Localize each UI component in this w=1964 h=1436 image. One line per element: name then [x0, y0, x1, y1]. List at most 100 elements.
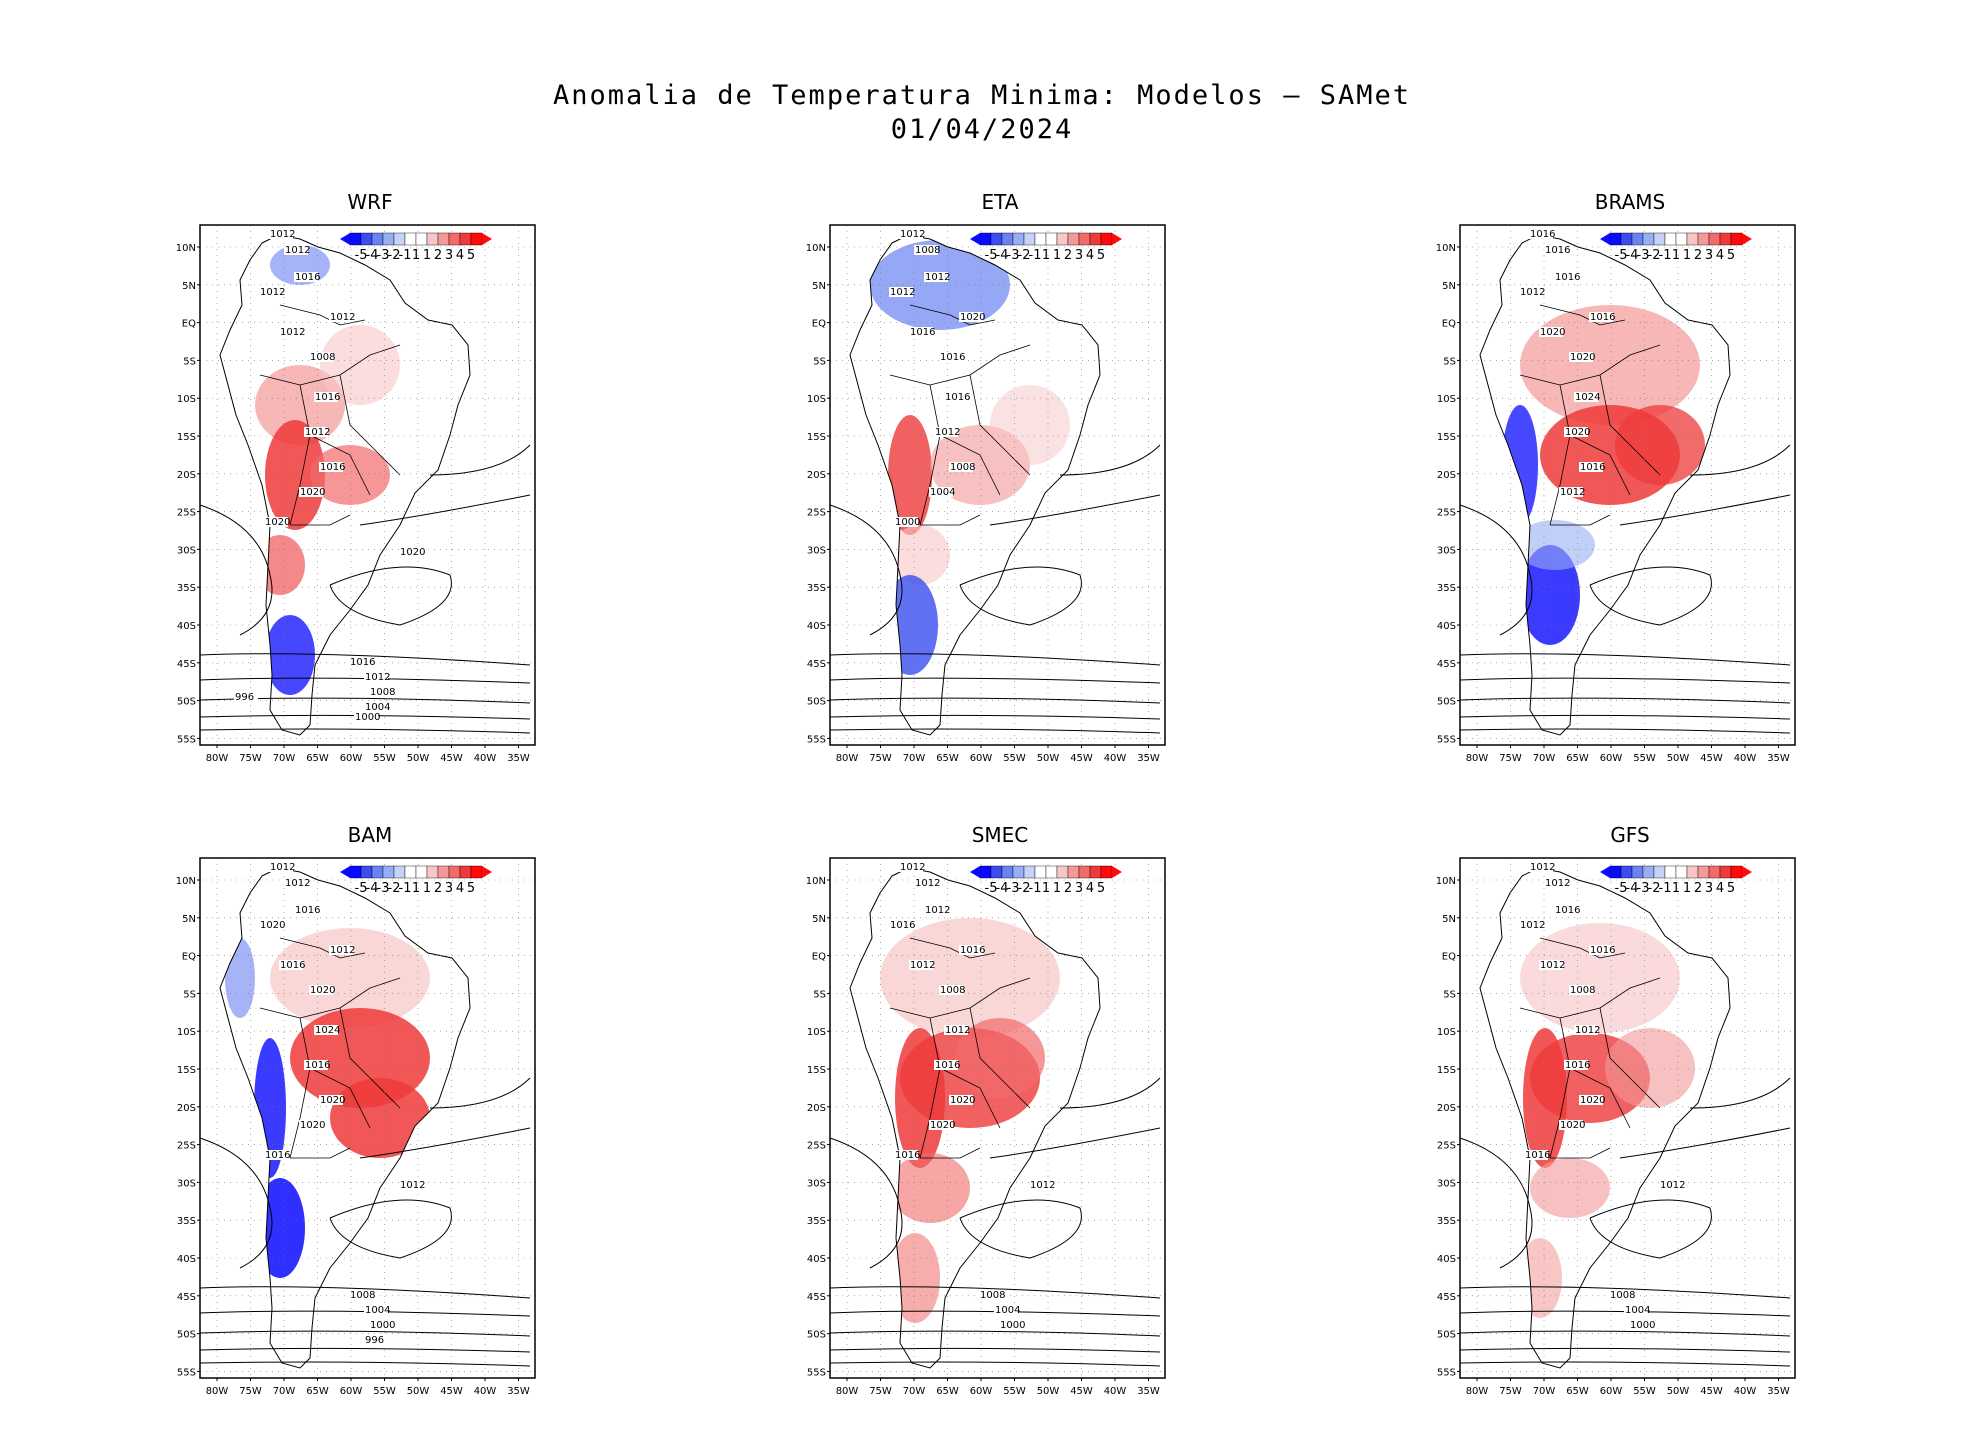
- isobar-line: [829, 1361, 1161, 1367]
- isobar-label: 1016: [1530, 229, 1555, 240]
- lat-tick-label: 25S: [177, 1141, 196, 1152]
- anomaly-patch: [255, 365, 345, 445]
- colorbar-tick-label: 1: [1042, 248, 1050, 263]
- colorbar-swatch: [1719, 865, 1732, 879]
- lat-tick-label: 45S: [1437, 659, 1456, 670]
- lat-tick-label: 35S: [807, 1216, 826, 1227]
- lat-tick-label: 30S: [807, 545, 826, 556]
- isobar-label: 1012: [400, 1180, 425, 1191]
- isobar-line: [829, 653, 1161, 666]
- colorbar-swatch: [437, 865, 450, 879]
- isobar-line: [829, 1286, 1161, 1299]
- country-border: [339, 374, 401, 476]
- model-panel-eta: ETA 1012 1008 1012 1012 1016 1020 1016 1016 1012 1…: [780, 190, 1180, 764]
- isobar-label: 1000: [355, 712, 380, 723]
- map-frame: [199, 857, 536, 1379]
- isobar-label: 1016: [305, 1060, 330, 1071]
- colorbar-tick-label: 2: [1694, 881, 1702, 896]
- colorbar-tick-label: -5: [1615, 881, 1628, 896]
- lat-tick-label: 20S: [177, 1103, 196, 1114]
- model-panel-smec: SMEC 1012 1012 1012 1016 1012 1016 1008 1012 1016…: [780, 823, 1180, 1397]
- lon-tick-label: 45W: [1070, 753, 1093, 764]
- colorbar-swatch: [349, 232, 362, 246]
- isobar-line: [359, 1127, 531, 1159]
- isobar-label: 1016: [280, 960, 305, 971]
- isobar-line: [199, 677, 531, 684]
- lon-tick-label: 60W: [340, 753, 363, 764]
- anomaly-patch: [1520, 305, 1700, 425]
- lon-tick-label: 45W: [440, 1386, 463, 1397]
- lat-tick-label: 10S: [177, 1027, 196, 1038]
- colorbar-swatch: [1708, 232, 1721, 246]
- lon-tick-label: 50W: [1037, 1386, 1060, 1397]
- colorbar-swatch: [448, 865, 461, 879]
- isobar-label: 1008: [350, 1290, 375, 1301]
- isobar-label: 1012: [1540, 960, 1565, 971]
- isobar-label: 1016: [315, 392, 340, 403]
- isobar-line: [429, 1077, 531, 1109]
- colorbar-tick-label: 5: [467, 248, 475, 263]
- anomaly-patch: [1502, 405, 1538, 525]
- isobar-label: 1000: [370, 1320, 395, 1331]
- map-frame: [829, 857, 1166, 1379]
- lat-tick-label: 15S: [807, 432, 826, 443]
- isobar-line: [1459, 1286, 1791, 1299]
- isobar-label: 1004: [995, 1305, 1020, 1316]
- country-border: [939, 434, 1001, 496]
- colorbar-swatch: [1034, 865, 1047, 879]
- lon-tick-label: 70W: [903, 753, 926, 764]
- isobar-line: [1589, 1199, 1712, 1259]
- country-border: [969, 374, 1031, 476]
- lon-tick-label: 80W: [836, 1386, 859, 1397]
- colorbar-swatch: [1697, 232, 1710, 246]
- colorbar-swatch: [470, 865, 483, 879]
- lat-tick-label: 5N: [1442, 281, 1456, 292]
- isobar-line: [1459, 1137, 1533, 1269]
- isobar-label: 1004: [365, 1305, 390, 1316]
- colorbar-swatch: [1023, 232, 1036, 246]
- isobar-label: 1012: [270, 229, 295, 240]
- lat-tick-label: 35S: [807, 583, 826, 594]
- colorbar-tick-label: -4: [996, 881, 1009, 896]
- colorbar-tick-label: 1: [423, 881, 431, 896]
- lat-tick-label: EQ: [1442, 952, 1456, 963]
- lat-tick-label: 5N: [1442, 914, 1456, 925]
- colorbar-arrow-low: [340, 866, 350, 878]
- figure-title: Anomalia de Temperatura Minima: Modelos …: [552, 80, 1411, 111]
- colorbar-swatch: [1697, 865, 1710, 879]
- colorbar-swatch: [1012, 865, 1025, 879]
- lon-tick-label: 75W: [869, 753, 892, 764]
- isobar-label: 1020: [265, 517, 290, 528]
- panel-title: BAM: [347, 823, 393, 847]
- anomaly-patch: [888, 415, 932, 535]
- colorbar-arrow-low: [970, 866, 980, 878]
- lon-tick-label: 35W: [507, 753, 530, 764]
- isobar-label: 1012: [1520, 920, 1545, 931]
- lat-tick-label: 40S: [807, 1254, 826, 1265]
- lon-tick-label: 35W: [507, 1386, 530, 1397]
- isobar-label: 1020: [300, 1120, 325, 1131]
- lat-tick-label: 5N: [812, 281, 826, 292]
- isobar-label: 1020: [310, 985, 335, 996]
- lat-tick-label: 5S: [183, 356, 196, 367]
- lat-tick-label: 20S: [177, 470, 196, 481]
- colorbar-tick-label: 3: [445, 881, 453, 896]
- colorbar-tick-label: 4: [1716, 881, 1724, 896]
- colorbar-tick-label: 3: [445, 248, 453, 263]
- lat-tick-label: 50S: [807, 697, 826, 708]
- isobar-line: [199, 504, 273, 636]
- anomaly-patch: [1515, 520, 1595, 570]
- country-border: [290, 1147, 351, 1159]
- lat-tick-label: 50S: [1437, 697, 1456, 708]
- colorbar-swatch: [1089, 865, 1102, 879]
- colorbar-tick-label: 1: [1683, 248, 1691, 263]
- anomaly-patch: [330, 1078, 430, 1158]
- lon-tick-label: 70W: [1533, 1386, 1556, 1397]
- isobar-label: 1012: [1520, 287, 1545, 298]
- lat-tick-label: 40S: [177, 621, 196, 632]
- colorbar-tick-label: 2: [1694, 248, 1702, 263]
- lon-tick-label: 70W: [273, 1386, 296, 1397]
- lon-tick-label: 70W: [1533, 753, 1556, 764]
- lon-tick-label: 75W: [239, 753, 262, 764]
- colorbar-swatch: [349, 865, 362, 879]
